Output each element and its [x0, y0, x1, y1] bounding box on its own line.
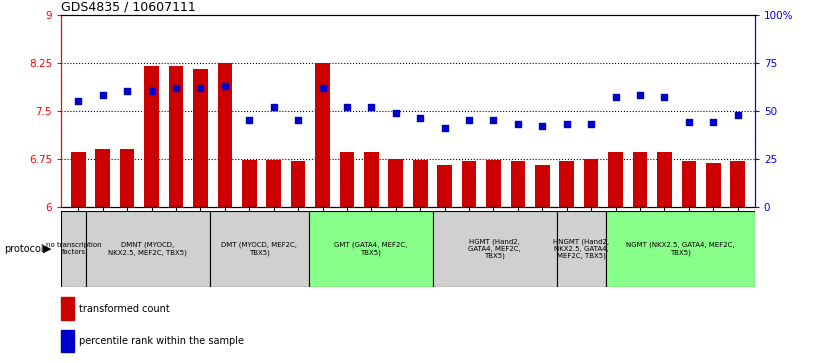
Bar [535, 165, 550, 207]
Bar [210, 211, 309, 287]
Point [291, 117, 304, 123]
Bar [486, 160, 501, 207]
Point [609, 94, 622, 100]
Bar [364, 152, 379, 207]
Point [658, 94, 671, 100]
Bar [242, 160, 256, 207]
Bar [632, 152, 647, 207]
Point [731, 112, 744, 118]
Point [463, 117, 476, 123]
Bar [266, 160, 281, 207]
Bar [61, 297, 73, 320]
Bar [730, 161, 745, 207]
Point [194, 85, 207, 90]
Bar [144, 66, 159, 207]
Bar [193, 69, 208, 207]
Bar [557, 211, 606, 287]
Point [170, 85, 183, 90]
Text: protocol: protocol [4, 244, 44, 254]
Bar [657, 152, 672, 207]
Point [121, 89, 134, 94]
Point [438, 125, 451, 131]
Point [145, 89, 158, 94]
Text: ▶: ▶ [43, 244, 51, 254]
Text: DMNT (MYOCD,
NKX2.5, MEF2C, TBX5): DMNT (MYOCD, NKX2.5, MEF2C, TBX5) [109, 242, 188, 256]
Bar [290, 161, 305, 207]
Text: GDS4835 / 10607111: GDS4835 / 10607111 [61, 0, 196, 13]
Point [633, 93, 646, 98]
Text: transformed count: transformed count [78, 304, 169, 314]
Point [242, 117, 255, 123]
Bar [61, 211, 86, 287]
Point [584, 121, 597, 127]
Point [365, 104, 378, 110]
Bar [218, 63, 233, 207]
Point [682, 119, 695, 125]
Bar [681, 161, 696, 207]
Bar [388, 159, 403, 207]
Bar [437, 165, 452, 207]
Point [707, 119, 720, 125]
Text: HNGMT (Hand2,
NKX2.5, GATA4,
MEF2C, TBX5): HNGMT (Hand2, NKX2.5, GATA4, MEF2C, TBX5… [553, 238, 610, 259]
Text: NGMT (NKX2.5, GATA4, MEF2C,
TBX5): NGMT (NKX2.5, GATA4, MEF2C, TBX5) [626, 242, 734, 256]
Bar [608, 152, 623, 207]
Text: HGMT (Hand2,
GATA4, MEF2C,
TBX5): HGMT (Hand2, GATA4, MEF2C, TBX5) [468, 238, 521, 259]
Bar [120, 149, 135, 207]
Point [536, 123, 549, 129]
Bar [309, 211, 432, 287]
Point [72, 98, 85, 104]
Point [561, 121, 574, 127]
Text: GMT (GATA4, MEF2C,
TBX5): GMT (GATA4, MEF2C, TBX5) [335, 242, 407, 256]
Point [389, 110, 402, 115]
Point [414, 115, 427, 121]
Point [96, 93, 109, 98]
Bar [413, 160, 428, 207]
Bar [71, 152, 86, 207]
Text: DMT (MYOCD, MEF2C,
TBX5): DMT (MYOCD, MEF2C, TBX5) [221, 242, 297, 256]
Point [340, 104, 353, 110]
Bar [560, 161, 574, 207]
Bar [61, 330, 73, 352]
Bar [339, 152, 354, 207]
Bar [86, 211, 210, 287]
Bar [606, 211, 755, 287]
Bar [169, 66, 184, 207]
Bar [706, 163, 721, 207]
Bar [462, 161, 477, 207]
Bar [315, 63, 330, 207]
Bar [511, 161, 526, 207]
Bar [95, 149, 110, 207]
Point [219, 83, 232, 89]
Bar [583, 159, 598, 207]
Point [316, 85, 329, 90]
Bar [432, 211, 557, 287]
Text: percentile rank within the sample: percentile rank within the sample [78, 337, 243, 346]
Point [487, 117, 500, 123]
Point [512, 121, 525, 127]
Point [267, 104, 280, 110]
Text: no transcription
factors: no transcription factors [46, 242, 101, 255]
